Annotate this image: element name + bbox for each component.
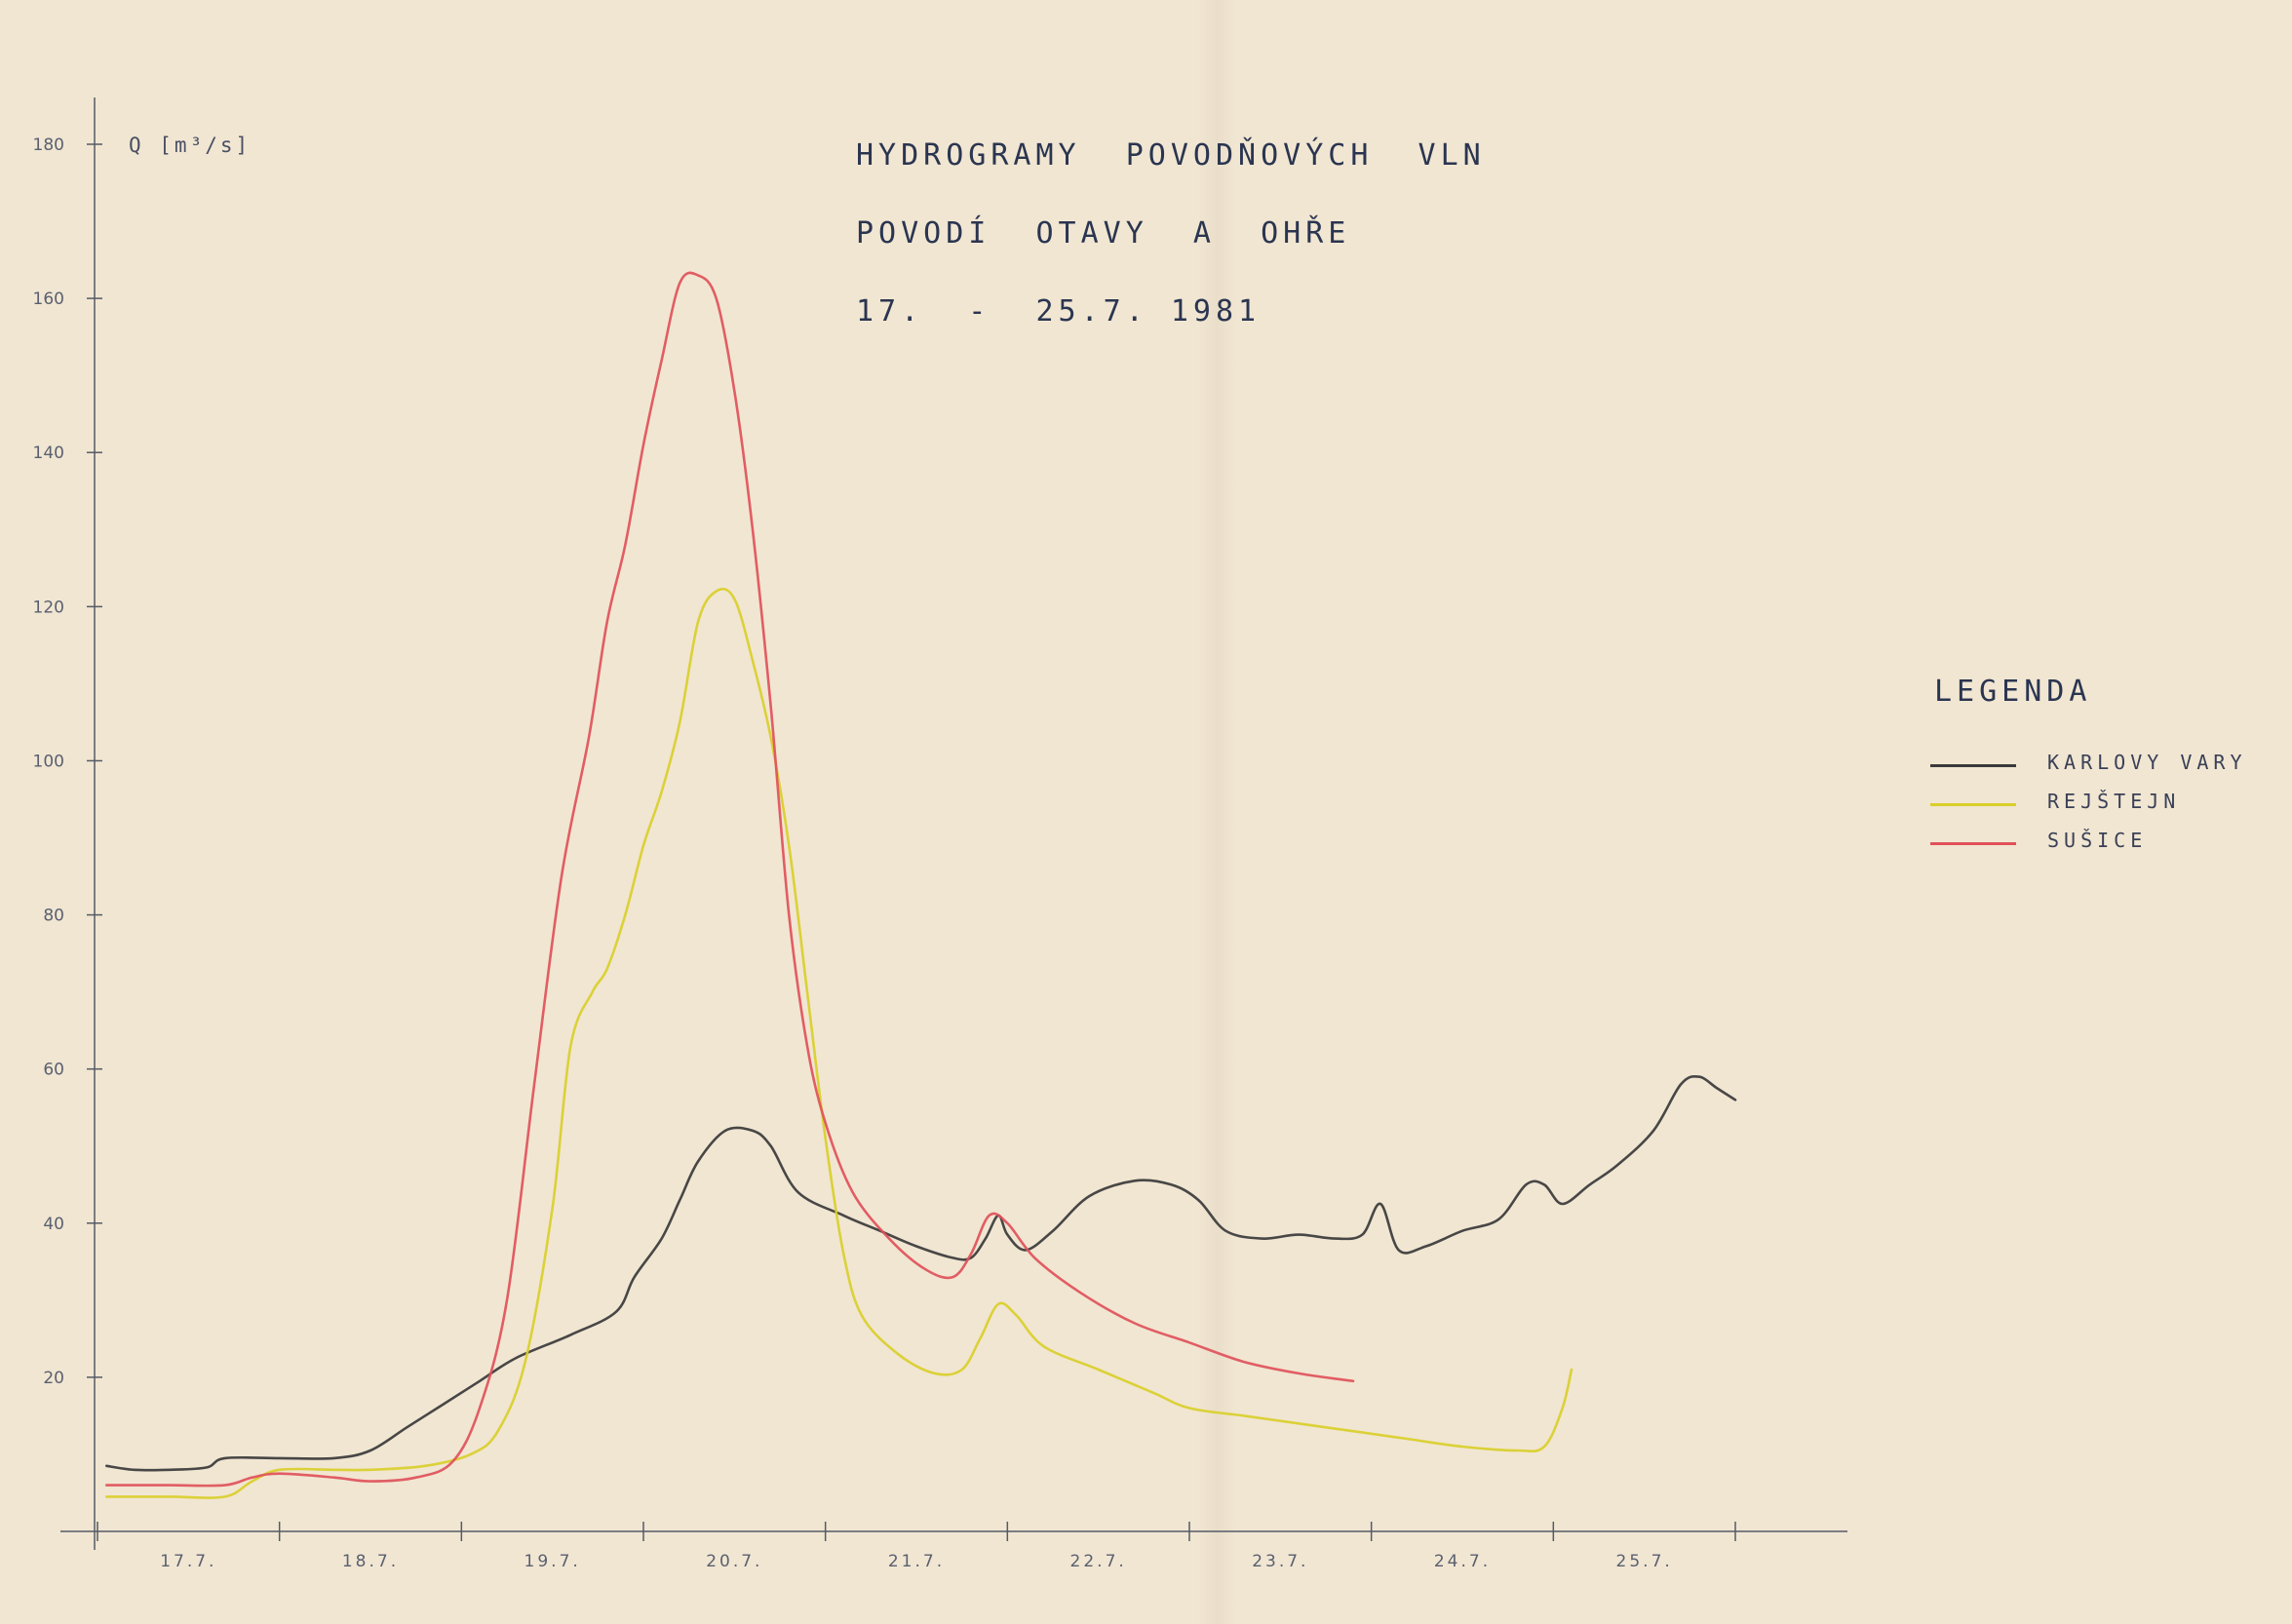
y-tick-label-160: 160	[33, 290, 64, 309]
x-tick-label-4: 21.7.	[888, 1552, 945, 1571]
chart-title-line-3: 17. - 25.7. 1981	[856, 294, 1262, 329]
y-tick-label-140: 140	[33, 444, 64, 463]
y-tick-label-60: 60	[43, 1061, 64, 1080]
x-tick-label-2: 19.7.	[524, 1552, 581, 1571]
series-karlovy-vary-line	[105, 1074, 1737, 1472]
y-tick-label-80: 80	[43, 907, 64, 926]
x-tick-label-1: 18.7.	[342, 1552, 399, 1571]
legend-label-karlovy-vary: KARLOVY VARY	[2047, 751, 2247, 774]
series-susice-line	[105, 271, 1355, 1488]
x-tick-label-3: 20.7.	[706, 1552, 762, 1571]
series-rejstejn-line	[105, 587, 1573, 1499]
y-tick-label-180: 180	[33, 135, 64, 155]
x-tick-label-7: 24.7.	[1434, 1552, 1491, 1571]
legend-label-rejstejn: REJŠTEJN	[2047, 790, 2181, 813]
chart-title-line-2: POVODÍ OTAVY A OHŘE	[856, 216, 1351, 251]
legend-swatch-rejstejn	[1930, 803, 2016, 806]
legend-title: LEGENDA	[1934, 675, 2092, 709]
legend-swatch-karlovy-vary	[1930, 764, 2016, 767]
x-tick-label-0: 17.7.	[160, 1552, 216, 1571]
y-tick-label-120: 120	[33, 598, 64, 617]
chart-title-line-1: HYDROGRAMY POVODŇOVÝCH VLN	[856, 138, 1486, 173]
legend-swatch-susice	[1930, 842, 2016, 845]
x-tick-label-6: 23.7.	[1252, 1552, 1308, 1571]
y-tick-label-20: 20	[43, 1369, 64, 1388]
legend-label-susice: SUŠICE	[2047, 829, 2148, 852]
x-tick-label-5: 22.7.	[1070, 1552, 1127, 1571]
x-tick-label-8: 25.7.	[1616, 1552, 1673, 1571]
y-tick-label-100: 100	[33, 752, 64, 771]
y-tick-label-40: 40	[43, 1215, 64, 1234]
y-axis-label: Q [m³/s]	[129, 134, 251, 157]
